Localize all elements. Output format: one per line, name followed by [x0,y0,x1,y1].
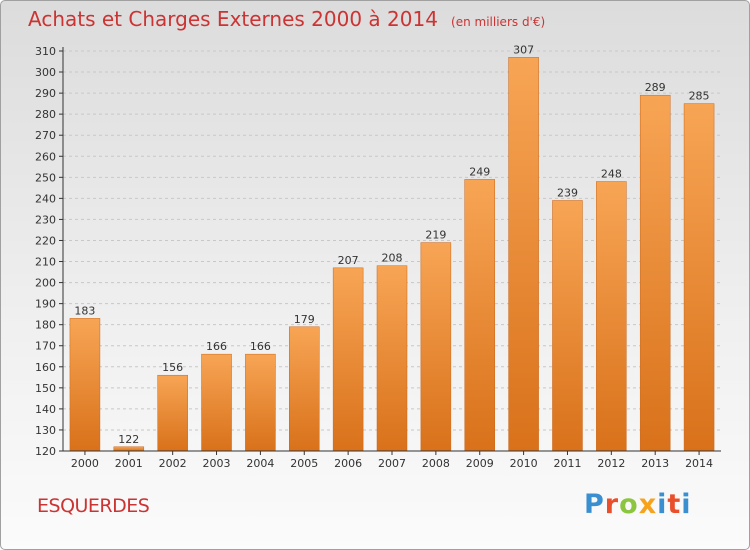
bar-2007 [376,265,408,452]
y-tick-label: 240 [35,192,56,205]
y-tick-label: 140 [35,403,56,416]
logo-letter: i [657,489,668,520]
x-tick-label: 2006 [334,457,362,470]
bar-value-label: 307 [513,43,534,56]
bar-value-label: 239 [557,186,578,199]
x-tick-label: 2008 [422,457,450,470]
labels: 120 130 140 150 160 170 180 190 200 210 220 230 240 2… [35,43,713,470]
y-tick-label: 250 [35,171,56,184]
x-tick-label: 2007 [378,457,406,470]
logo-letter: i [681,489,692,520]
x-tick-label: 2004 [246,457,274,470]
y-tick-label: 180 [35,319,56,332]
bar-2010 [508,57,539,452]
bar-2003 [201,353,232,452]
bar-2014 [683,103,715,452]
x-tick-label: 2011 [553,457,581,470]
x-tick-label: 2005 [290,457,318,470]
bar-2006 [332,267,364,452]
x-tick-label: 2012 [597,457,625,470]
logo-letter: r [604,489,620,520]
bar-2012 [596,181,627,452]
commune-name: ESQUERDES [37,495,150,517]
logo-letter: t [667,489,682,520]
y-tick-label: 130 [35,424,56,437]
logo-letter: x [638,489,658,520]
logo-letter: o [619,489,639,520]
y-tick-label: 230 [35,213,56,226]
bars [69,57,715,452]
chart-title: Achats et Charges Externes 2000 à 2014 [28,7,438,31]
x-tick-label: 2013 [641,457,669,470]
bar-value-label: 249 [469,165,490,178]
bar-2001 [113,446,145,452]
proxiti-logo[interactable]: Proxiti [584,489,692,520]
bar-2008 [420,242,452,452]
y-tick-label: 170 [35,340,56,353]
logo-letter: P [584,489,605,520]
x-tick-label: 2003 [203,457,231,470]
bar-value-label: 219 [425,229,446,242]
y-tick-label: 280 [35,108,56,121]
x-tick-label: 2001 [115,457,143,470]
bar-value-label: 183 [74,304,95,317]
chart-unit: (en milliers d'€) [451,15,546,29]
bar-2009 [464,179,495,452]
y-tick-label: 190 [35,298,56,311]
bar-2000 [69,318,101,452]
axes [59,47,721,455]
y-tick-label: 160 [35,361,56,374]
x-tick-label: 2010 [510,457,538,470]
bar-value-label: 248 [601,168,622,181]
bar-value-label: 289 [645,81,666,94]
bar-value-label: 179 [294,313,315,326]
bar-2002 [157,374,188,452]
bar-value-label: 122 [118,433,139,446]
y-tick-label: 120 [35,445,56,458]
y-tick-label: 300 [35,66,56,79]
y-tick-label: 210 [35,256,56,269]
y-tick-label: 260 [35,150,56,163]
bar-value-label: 208 [382,252,403,265]
y-tick-label: 200 [35,277,56,290]
bar-2011 [552,200,583,452]
bar-value-label: 285 [689,90,710,103]
y-tick-label: 220 [35,234,56,247]
y-tick-label: 270 [35,129,56,142]
x-tick-label: 2014 [685,457,713,470]
title-row: Achats et Charges Externes 2000 à 2014 (… [28,7,545,31]
bar-2005 [289,326,320,452]
x-tick-label: 2009 [466,457,494,470]
x-tick-label: 2000 [71,457,99,470]
x-tick-label: 2002 [159,457,187,470]
bar-value-label: 166 [206,340,227,353]
y-tick-label: 290 [35,87,56,100]
y-tick-label: 310 [35,45,56,58]
bar-2004 [245,353,276,452]
bar-2013 [639,94,671,452]
bar-value-label: 156 [162,361,183,374]
bar-value-label: 166 [250,340,271,353]
bar-value-label: 207 [338,254,359,267]
y-tick-label: 150 [35,382,56,395]
